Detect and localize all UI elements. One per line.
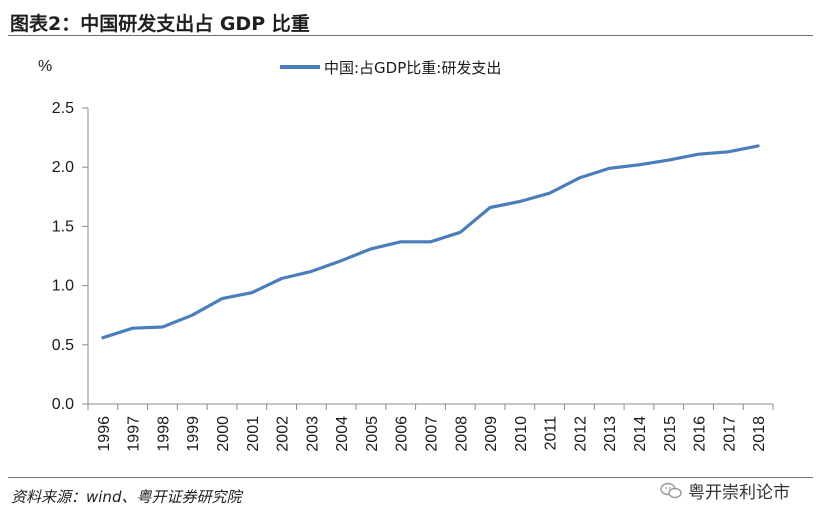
series-line [101, 144, 760, 340]
chart-legend: 中国:占GDP比重:研发支出 [280, 59, 501, 77]
x-tick-label: 2008 [453, 416, 470, 452]
source-note: 资料来源：wind、粤开证券研究院 [11, 488, 242, 506]
y-tick-label: 2.5 [52, 100, 74, 117]
x-tick-label: 2005 [364, 416, 381, 452]
x-tick-label: 2013 [602, 416, 619, 452]
x-tick-label: 2018 [751, 416, 768, 452]
x-tick-label: 1997 [126, 416, 143, 452]
x-tick-label: 2012 [572, 416, 589, 452]
x-tick-label: 2009 [483, 416, 500, 452]
x-tick-label: 2000 [215, 416, 232, 452]
y-tick-label: 0.0 [52, 396, 74, 413]
x-tick-label: 2011 [543, 416, 560, 451]
legend-label: 中国:占GDP比重:研发支出 [324, 59, 501, 77]
x-tick-label: 2002 [275, 416, 292, 452]
watermark: 粤开崇利论市 [660, 478, 790, 503]
x-tick-label: 2015 [662, 416, 679, 452]
x-tick-label: 2003 [304, 416, 321, 452]
x-tick-label: 2004 [334, 416, 351, 452]
x-tick-label: 2006 [394, 416, 411, 452]
x-tick-label: 2017 [721, 416, 738, 452]
y-tick-label: 0.5 [52, 337, 74, 354]
watermark-text: 粤开崇利论市 [688, 483, 790, 503]
x-tick-label: 1998 [155, 416, 172, 452]
y-tick-label: 1.0 [52, 278, 74, 295]
x-tick-label: 2010 [513, 416, 530, 452]
x-tick-label: 1999 [185, 416, 202, 452]
series-layer [101, 144, 760, 340]
bottom-divider [8, 477, 813, 478]
x-tick-label: 2007 [424, 416, 441, 452]
x-tick-label: 2001 [245, 416, 262, 452]
x-tick-label: 2016 [692, 416, 709, 452]
wechat-icon [660, 482, 682, 498]
y-axis: 0.0 0.5 1.0 1.5 2.0 2.5 [52, 100, 89, 413]
y-axis-unit-label: % [38, 58, 52, 75]
x-tick-label: 2014 [632, 416, 649, 452]
y-tick-label: 2.0 [52, 159, 74, 176]
page-title: 图表2：中国研发支出占 GDP 比重 [10, 13, 310, 35]
y-tick-label: 1.5 [52, 218, 74, 235]
x-tick-label: 1996 [96, 416, 113, 452]
top-divider [8, 35, 813, 36]
x-axis: 1996 1997 1998 1999 2000 2001 2002 2003 2004 2005… [87, 403, 774, 452]
